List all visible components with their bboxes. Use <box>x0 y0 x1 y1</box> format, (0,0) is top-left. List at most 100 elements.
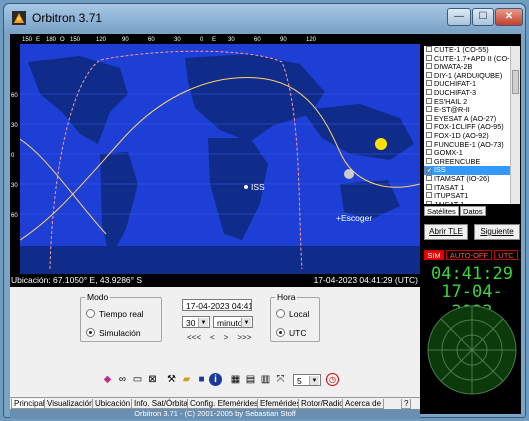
satellite-item[interactable]: DUCHIFAT-3 <box>424 89 510 98</box>
tab-config-efemerides[interactable]: Config. Efemérides <box>187 399 262 409</box>
close-map-icon[interactable]: ⊠ <box>148 374 157 385</box>
satellite-checkbox[interactable] <box>426 89 432 95</box>
satellite-name: DUCHIFAT-3 <box>434 89 477 97</box>
close-button[interactable]: ✕ <box>495 8 523 26</box>
tab-info-sat-orbita[interactable]: Info. Sat/Órbita <box>131 399 191 409</box>
tools-icon[interactable]: ⚒ <box>167 374 176 385</box>
save-icon[interactable]: ■ <box>198 374 205 385</box>
satellite-checkbox[interactable] <box>426 114 432 121</box>
tab-acerca-de[interactable]: Acerca de <box>342 399 385 409</box>
satellite-list[interactable]: CUTE-1 (CO-55) CUTE-1.7+APD II (CO-6 DIWAT… <box>424 46 510 204</box>
minimize-map-icon[interactable]: ▭ <box>132 374 143 385</box>
local-time-radio[interactable]: Local <box>276 309 309 319</box>
satellite-checkbox[interactable] <box>426 140 432 147</box>
tab-efemerides[interactable]: Efemérides <box>257 399 304 409</box>
lon-tick-label: E <box>212 37 216 43</box>
lon-tick-label: 150 <box>70 37 81 43</box>
simulation-radio[interactable]: Simulación <box>86 328 141 338</box>
satellite-checkbox[interactable] <box>426 175 432 181</box>
map-grid <box>10 93 420 215</box>
satellite-item[interactable]: FOX-1D (AO-92) <box>424 132 510 141</box>
auto-off-indicator[interactable]: AUTO-OFF <box>446 250 492 260</box>
tab-data[interactable]: Datos <box>460 206 486 216</box>
satellite-checkbox[interactable] <box>426 97 432 104</box>
lon-tick-label: 120 <box>96 37 107 43</box>
satellite-checkbox[interactable]: ✓ <box>426 168 433 175</box>
satellite-checkbox[interactable] <box>426 192 432 199</box>
utc-time-radio[interactable]: UTC <box>276 328 306 338</box>
list-view-icon[interactable]: ▤ <box>245 374 256 385</box>
tab-visualizacion[interactable]: Visualización <box>44 399 97 409</box>
satellite-item[interactable]: JAISAT-1 <box>424 200 510 204</box>
satellite-item[interactable]: E-ST@R-II <box>424 106 510 115</box>
next-button[interactable]: Siguiente <box>474 224 520 240</box>
satellite-item[interactable]: DIY-1 (ARDUIQUBE) <box>424 71 510 81</box>
scrollbar-thumb[interactable] <box>512 70 519 94</box>
satellite-checkbox[interactable] <box>426 80 432 87</box>
world-map[interactable]: ISS +Escoger 150 E 180 O 150 120 90 60 30 0 E 30 60 9… <box>10 34 420 274</box>
sim-indicator[interactable]: SIM <box>424 250 444 260</box>
realtime-radio[interactable]: Tiempo real <box>86 309 144 319</box>
satellite-item[interactable]: CUTE-1.7+APD II (CO-6 <box>424 54 510 64</box>
satellite-item[interactable]: GREENCUBE <box>424 157 510 167</box>
satellite-checkbox[interactable] <box>426 106 432 113</box>
info-icon[interactable]: i <box>209 373 222 386</box>
step-select[interactable]: 30 ▼ <box>182 316 210 328</box>
satellite-checkbox[interactable] <box>426 132 432 138</box>
forward-button[interactable]: > <box>223 333 229 342</box>
satellite-checkbox[interactable] <box>426 157 432 164</box>
satellite-name: ITASAT 1 <box>434 183 465 192</box>
grid-view-icon[interactable]: ▦ <box>230 374 241 385</box>
zoom-select[interactable]: 5 ▼ <box>293 374 321 386</box>
maximize-button[interactable]: ☐ <box>472 8 494 26</box>
satellite-item[interactable]: FUNCUBE-1 (AO-73) <box>424 140 510 150</box>
satellite-item[interactable]: GOMX-1 <box>424 149 510 158</box>
satellite-checkbox[interactable] <box>426 200 432 204</box>
tab-rotor-radio[interactable]: Rotor/Radio <box>298 399 347 409</box>
title-bar[interactable]: Orbitron 3.71 — ☐ ✕ <box>4 4 525 32</box>
satellite-checkbox[interactable] <box>426 71 432 78</box>
satellite-item[interactable]: ITUPSAT1 <box>424 192 510 201</box>
tab-help[interactable]: ? <box>401 399 412 409</box>
satellite-name: CUTE-1 (CO-55) <box>434 46 489 54</box>
open-tle-button[interactable]: Abrir TLE <box>424 224 468 240</box>
satellite-item[interactable]: ITASAT 1 <box>424 183 510 193</box>
lon-tick-label: 0 <box>200 37 204 43</box>
datetime-field[interactable]: 17-04-2023 04:41:29 <box>182 299 252 311</box>
satellite-item[interactable]: ITAMSAT (IO-26) <box>424 175 510 184</box>
forward-fast-button[interactable]: >>> <box>237 333 252 342</box>
satellite-checkbox[interactable] <box>426 46 432 52</box>
orbitron-logo-icon <box>12 11 26 25</box>
rewind-fast-button[interactable]: <<< <box>187 333 202 342</box>
map-canvas[interactable]: ISS +Escoger 150 E 180 O 150 120 90 60 30 0 E 30 60 9… <box>10 34 420 274</box>
tab-principal[interactable]: Principal <box>11 399 48 409</box>
eraser-icon[interactable]: ◆ <box>103 374 112 385</box>
satellite-item[interactable]: DUCHIFAT-1 <box>424 80 510 89</box>
satellite-list-scrollbar[interactable] <box>510 46 520 204</box>
satellite-checkbox[interactable] <box>426 63 432 70</box>
satellite-checkbox[interactable] <box>426 149 432 156</box>
minimize-button[interactable]: — <box>447 8 471 26</box>
utc-indicator[interactable]: UTC <box>494 250 518 260</box>
binoculars-icon[interactable]: ∞ <box>118 374 127 385</box>
clock-icon[interactable]: ◷ <box>326 373 339 386</box>
table-view-icon[interactable]: ▥ <box>260 374 271 385</box>
satellite-item[interactable]: FOX-1CLIFF (AO-95) <box>424 123 510 132</box>
tab-satellites[interactable]: Satélites <box>424 206 459 216</box>
satellite-name: ISS <box>434 166 446 175</box>
satellite-item[interactable]: ✓ ISS <box>424 166 510 175</box>
satellite-item[interactable]: DIWATA-2B <box>424 63 510 72</box>
satellite-item[interactable]: ES'HAIL 2 <box>424 97 510 107</box>
lon-tick-label: 150 <box>22 37 33 43</box>
satellite-item[interactable]: EYESAT A (AO-27) <box>424 114 510 124</box>
right-panel: CUTE-1 (CO-55) CUTE-1.7+APD II (CO-6 DIWAT… <box>422 34 521 414</box>
open-folder-icon[interactable]: ▰ <box>182 374 191 385</box>
satellite-item[interactable]: CUTE-1 (CO-55) <box>424 46 510 55</box>
rewind-button[interactable]: < <box>210 333 215 342</box>
unit-select[interactable]: minutos ▼ <box>213 316 253 328</box>
satellite-checkbox[interactable] <box>426 54 432 61</box>
expand-icon[interactable]: ⤧ <box>276 374 285 385</box>
tab-ubicacion[interactable]: Ubicación <box>92 399 134 409</box>
satellite-checkbox[interactable] <box>426 123 432 130</box>
satellite-checkbox[interactable] <box>426 183 432 190</box>
